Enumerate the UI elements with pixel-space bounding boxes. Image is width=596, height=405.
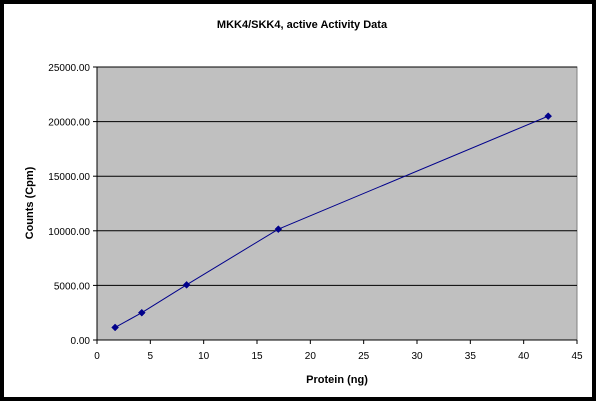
y-tick-label: 5000.00 bbox=[54, 281, 91, 292]
axes bbox=[96, 67, 577, 341]
y-tick-label: 15000.00 bbox=[48, 172, 90, 183]
data-point-marker bbox=[544, 112, 553, 120]
tick-marks bbox=[93, 66, 578, 344]
y-tick-label: 20000.00 bbox=[48, 118, 90, 129]
y-tick-labels: 0.00 5000.00 10000.00 15000.00 20000.00 25000… bbox=[48, 63, 90, 347]
x-tick-label: 5 bbox=[148, 351, 154, 362]
plot-area bbox=[96, 66, 578, 341]
grid-lines bbox=[97, 66, 577, 286]
x-tick-label: 0 bbox=[94, 351, 100, 362]
data-markers bbox=[111, 112, 553, 332]
x-tick-label: 10 bbox=[198, 351, 210, 362]
y-tick-label: 25000.00 bbox=[48, 63, 90, 74]
x-axis-label: Protein (ng) bbox=[306, 374, 368, 386]
y-axis-label: Counts (Cpm) bbox=[24, 166, 36, 239]
chart-title: MKK4/SKK4, active Activity Data bbox=[217, 19, 388, 31]
data-point-marker bbox=[111, 323, 119, 332]
y-tick-label: 10000.00 bbox=[48, 227, 90, 238]
x-tick-label: 20 bbox=[305, 351, 317, 362]
x-tick-label: 15 bbox=[251, 351, 263, 362]
data-point-marker bbox=[274, 225, 283, 234]
data-point-marker bbox=[137, 308, 146, 317]
x-tick-labels: 0 5 10 15 20 25 30 35 40 45 bbox=[94, 351, 583, 362]
data-point-marker bbox=[182, 281, 191, 289]
x-tick-label: 40 bbox=[518, 351, 530, 362]
x-tick-label: 30 bbox=[411, 351, 423, 362]
y-tick-label: 0.00 bbox=[71, 336, 91, 347]
x-tick-label: 35 bbox=[465, 351, 477, 362]
chart: MKK4/SKK4, active Activity Data 0 5 10 15 20… bbox=[24, 19, 583, 386]
x-tick-label: 25 bbox=[358, 351, 370, 362]
x-tick-label: 45 bbox=[571, 351, 583, 362]
